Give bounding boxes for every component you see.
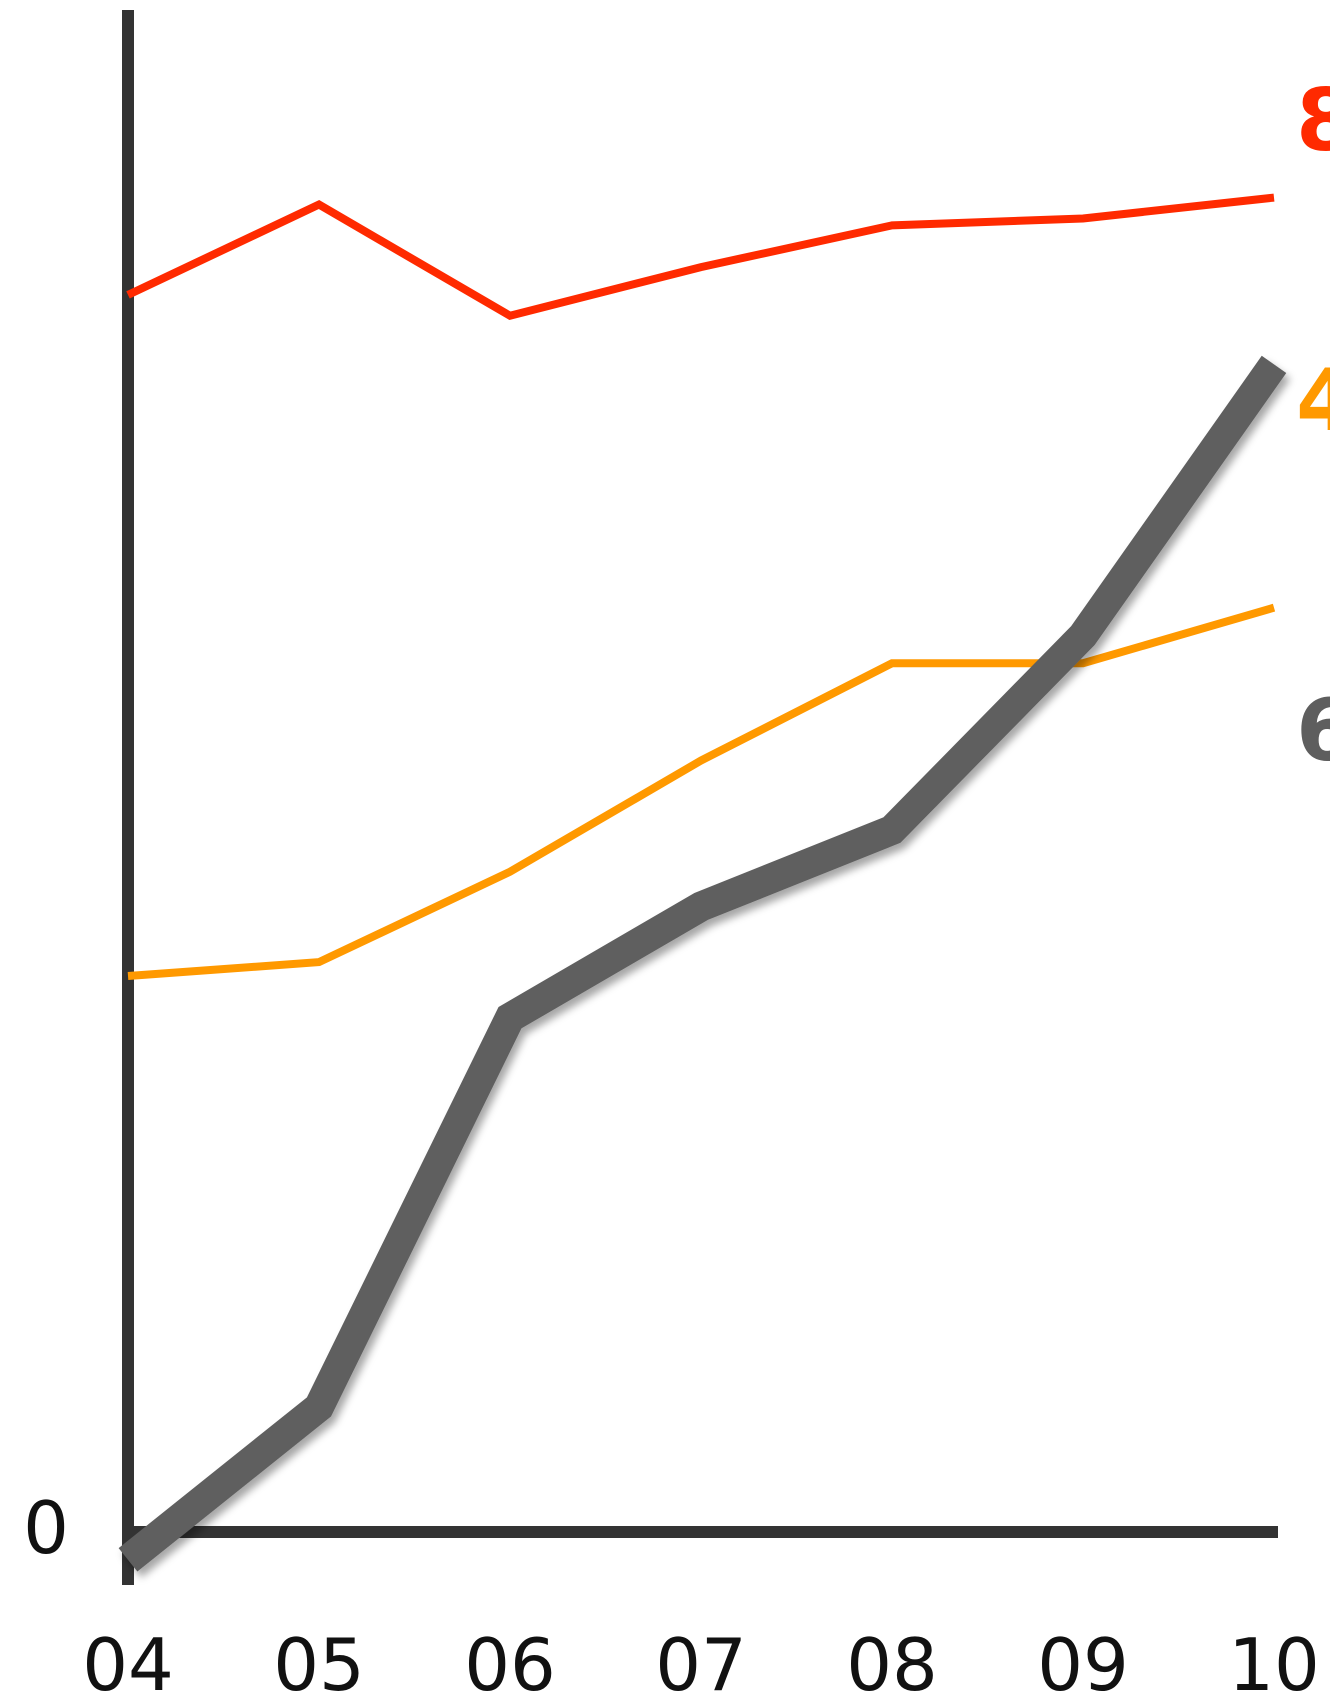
series-end-label-2: 4 <box>1296 351 1330 451</box>
y-tick-label: 0 <box>23 1486 69 1570</box>
axes <box>122 10 1278 1585</box>
end-labels: 8 4 6 <box>1296 71 1330 781</box>
x-tick-label: 08 <box>846 1623 938 1701</box>
series-end-label-3: 6 <box>1296 681 1330 781</box>
x-tick-label: 07 <box>655 1623 747 1701</box>
series-end-label-1: 8 <box>1296 71 1330 171</box>
x-tick-label: 10 <box>1228 1623 1320 1701</box>
x-tick-label: 06 <box>464 1623 556 1701</box>
x-tick-label: 09 <box>1037 1623 1129 1701</box>
x-tick-label: 04 <box>82 1623 174 1701</box>
x-tick-label: 05 <box>273 1623 365 1701</box>
series-line-2 <box>127 603 1276 980</box>
series-line-3 <box>118 355 1287 1572</box>
series-line-1 <box>126 193 1275 321</box>
tick-labels: 0 04 05 06 07 08 09 10 <box>23 1486 1320 1701</box>
series-lines <box>118 193 1287 1572</box>
